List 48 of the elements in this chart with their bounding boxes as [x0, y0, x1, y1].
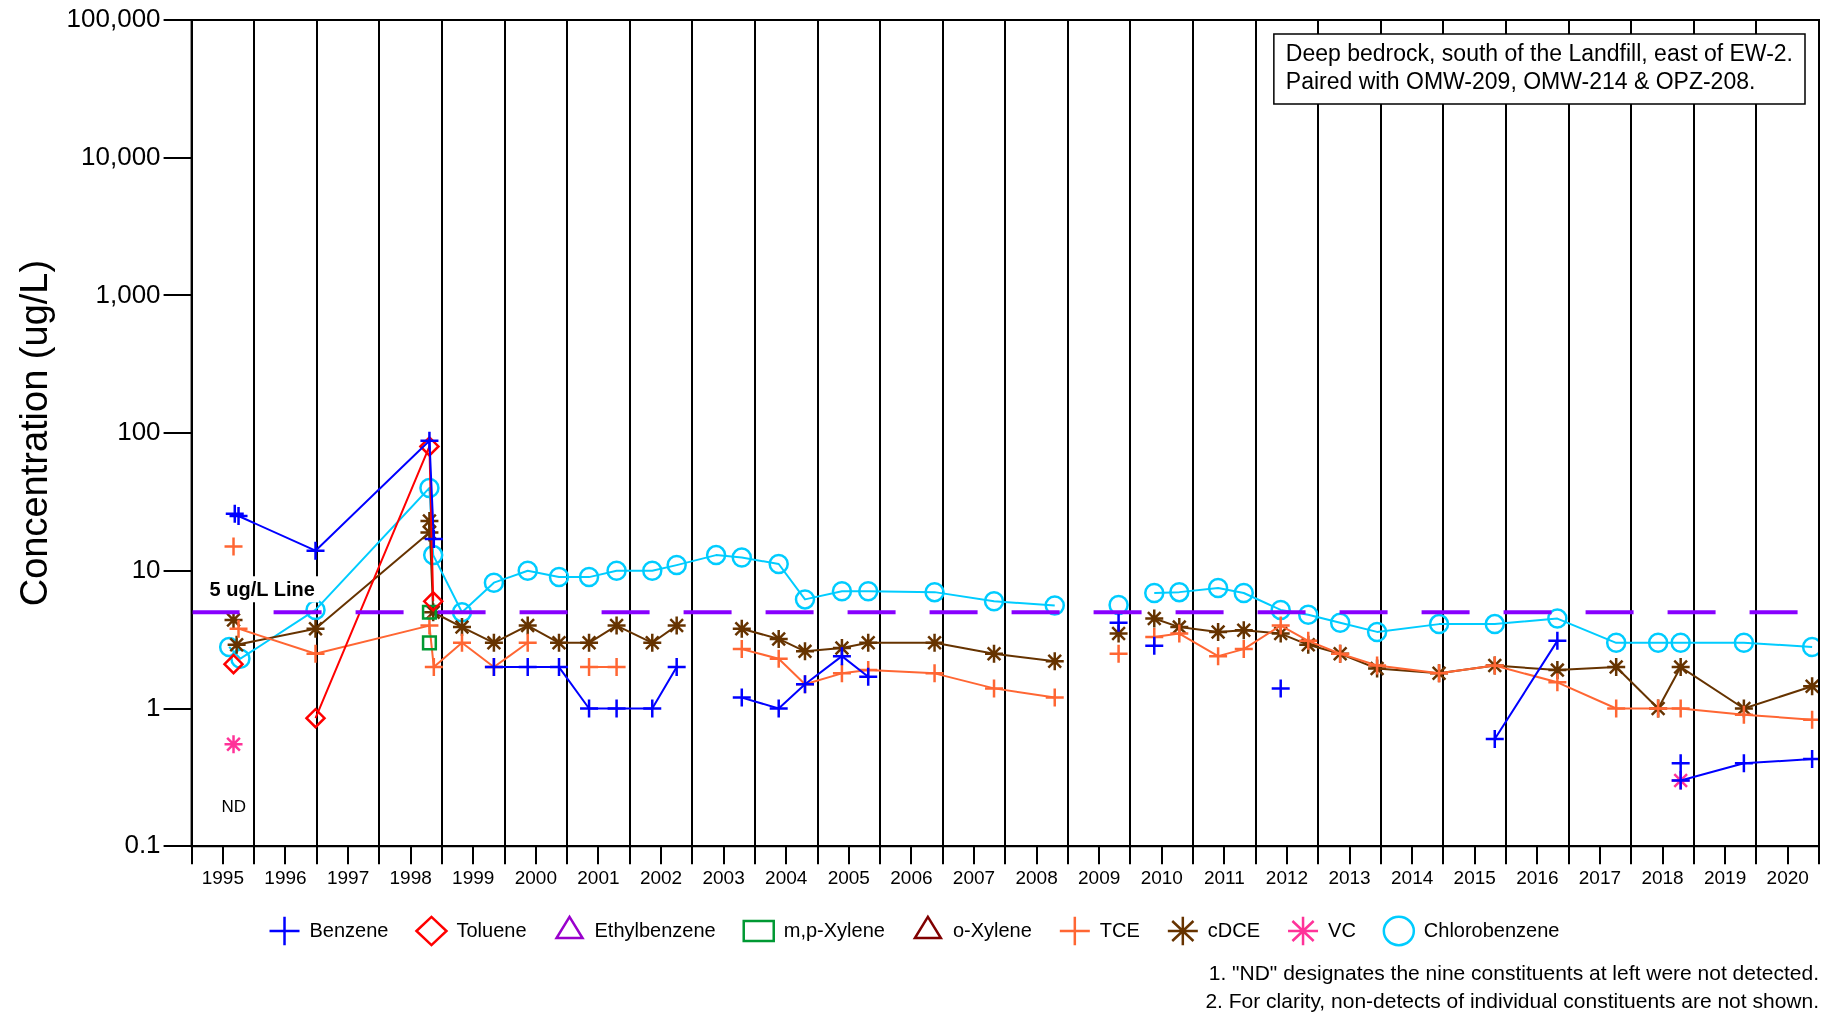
legend-label: VC [1328, 918, 1356, 941]
x-tick-label: 2019 [1703, 866, 1747, 888]
x-tick-label: 1998 [389, 866, 432, 888]
x-tick-label: 2018 [1641, 866, 1684, 888]
legend-label: Benzene [309, 918, 389, 941]
x-tick-label: 2014 [1391, 866, 1434, 888]
x-tick-label: 1999 [452, 866, 495, 888]
y-tick-label: 10,000 [81, 140, 161, 171]
x-tick-label: 2007 [952, 866, 996, 888]
x-tick-label: 2009 [1078, 866, 1121, 888]
y-tick-label: 100,000 [66, 3, 161, 34]
y-tick-label: 0.1 [124, 829, 161, 860]
x-tick-label: 2001 [577, 866, 620, 888]
legend-label: o-Xylene [952, 918, 1032, 941]
text: 2. For clarity, non-detects of individual constituents are not shown. [1205, 989, 1819, 1013]
x-tick-label: 2005 [827, 866, 870, 888]
legend-label: Toluene [456, 918, 527, 941]
x-tick-label: 2010 [1140, 866, 1183, 888]
x-tick-label: 1995 [201, 866, 245, 888]
legend-label: cDCE [1207, 918, 1261, 941]
x-tick-label: 1997 [326, 866, 370, 888]
x-tick-label: 2017 [1578, 866, 1622, 888]
x-tick-label: 2002 [639, 866, 683, 888]
y-tick-label: 1 [146, 691, 161, 722]
annotation: ND [221, 797, 247, 817]
x-tick-label: 2012 [1265, 866, 1309, 888]
x-tick-label: 2015 [1453, 866, 1496, 888]
legend-label: Ethylbenzene [594, 918, 716, 941]
ref-line-label: 5 ug/L Line [209, 577, 315, 600]
y-tick-label: 100 [117, 416, 161, 447]
y-tick-label: 1,000 [95, 278, 161, 309]
x-tick-label: 2003 [702, 866, 745, 888]
y-tick-label: 10 [131, 553, 161, 584]
x-tick-label: 2000 [514, 866, 557, 888]
legend-label: m,p-Xylene [783, 918, 885, 941]
legend-label: TCE [1099, 918, 1140, 941]
legend-label: Chlorobenzene [1423, 918, 1560, 941]
x-tick-label: 2020 [1766, 866, 1809, 888]
x-tick-label: 2016 [1516, 866, 1559, 888]
x-tick-label: 2004 [765, 866, 808, 888]
y-axis-title: Concentration (ug/L) [13, 259, 56, 607]
annotation: Deep bedrock, south of the Landfill, east of EW-2. Paired with OMW-209, OMW-214 & OPZ-208. [1285, 39, 1794, 94]
x-tick-label: 2013 [1328, 866, 1371, 888]
x-tick-label: 1996 [264, 866, 307, 888]
x-tick-label: 2011 [1203, 866, 1245, 888]
x-tick-label: 2006 [890, 866, 933, 888]
text: 1. "ND" designates the nine constituents at left were not detected. [1208, 961, 1819, 985]
x-tick-label: 2008 [1015, 866, 1058, 888]
